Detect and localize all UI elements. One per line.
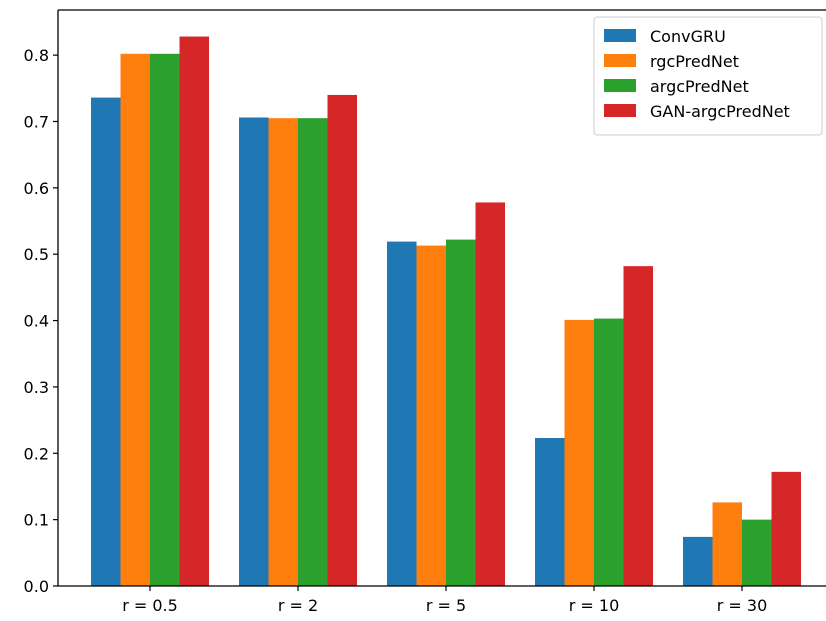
bar-convgru-5 — [683, 536, 713, 586]
bar-convgru-1 — [91, 97, 121, 586]
x-tick-label: r = 30 — [717, 596, 768, 615]
legend-label: rgcPredNet — [650, 52, 739, 71]
bar-argcprednet-2 — [298, 118, 328, 587]
bar-argcprednet-1 — [150, 53, 180, 586]
x-tick-label: r = 0.5 — [122, 596, 178, 615]
bar-rgcprednet-5 — [712, 502, 742, 586]
bar-gan-argcprednet-3 — [475, 202, 505, 587]
legend-label: GAN-argcPredNet — [650, 102, 790, 121]
legend-swatch — [604, 79, 636, 92]
y-axis: 0.0 0.1 0.2 0.3 0.4 0.5 0.6 0.7 0.8 — [24, 46, 58, 596]
y-tick-label: 0.1 — [24, 511, 49, 530]
axes-frame — [57, 9, 826, 587]
bar-gan-argcprednet-1 — [179, 36, 209, 587]
y-tick-label: 0.7 — [24, 112, 49, 131]
bar-argcprednet-5 — [742, 519, 772, 586]
x-tick-label: r = 5 — [426, 596, 466, 615]
bar-gan-argcprednet-4 — [623, 266, 653, 586]
legend-swatch — [604, 29, 636, 42]
y-tick-label: 0.6 — [24, 179, 49, 198]
bar-convgru-2 — [239, 117, 269, 586]
legend-label: argcPredNet — [650, 77, 749, 96]
bars-layer — [91, 36, 801, 587]
legend-swatch — [604, 104, 636, 117]
bar-convgru-4 — [535, 438, 565, 586]
bar-argcprednet-3 — [446, 239, 476, 586]
y-tick-label: 0.3 — [24, 378, 49, 397]
legend-box — [593, 16, 823, 136]
y-tick-label: 0.4 — [24, 312, 49, 331]
y-tick-label: 0.0 — [24, 577, 49, 596]
legend-label: ConvGRU — [650, 27, 726, 46]
bar-rgcprednet-3 — [416, 245, 446, 586]
y-tick-label: 0.5 — [24, 245, 49, 264]
bar-rgcprednet-2 — [268, 118, 298, 587]
bar-gan-argcprednet-2 — [327, 94, 357, 586]
bar-convgru-3 — [387, 241, 417, 586]
y-tick-label: 0.8 — [24, 46, 49, 65]
legend-swatch — [604, 54, 636, 67]
bar-rgcprednet-4 — [564, 319, 594, 586]
bar-gan-argcprednet-5 — [771, 471, 801, 586]
bar-rgcprednet-1 — [120, 53, 150, 586]
x-axis: r = 0.5 r = 2 r = 5 r = 10 r = 30 — [122, 586, 767, 615]
legend: ConvGRU rgcPredNet argcPredNet GAN-argcPred… — [593, 16, 823, 136]
y-tick-label: 0.2 — [24, 444, 49, 463]
x-tick-label: r = 2 — [278, 596, 318, 615]
bar-argcprednet-4 — [594, 318, 624, 586]
x-tick-label: r = 10 — [569, 596, 620, 615]
